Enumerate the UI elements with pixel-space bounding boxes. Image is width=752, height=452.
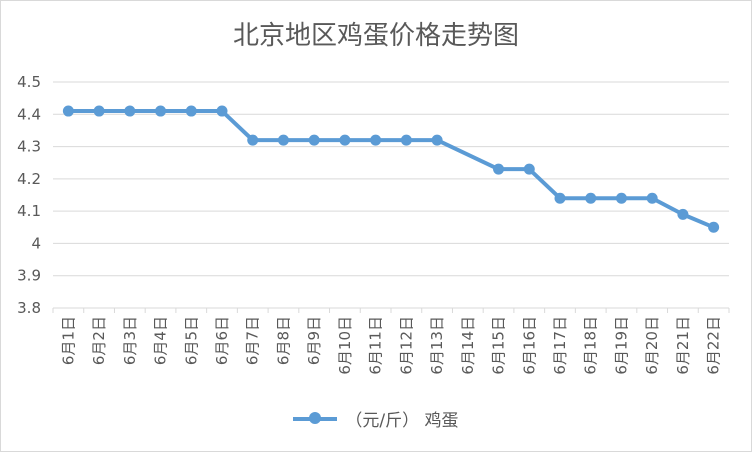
data-point	[431, 134, 443, 146]
data-point	[677, 208, 689, 220]
data-point	[93, 105, 105, 117]
x-tick-label: 6月10日	[336, 316, 354, 375]
y-tick-label: 3.9	[17, 267, 41, 285]
chart-title: 北京地区鸡蛋价格走势图	[232, 21, 519, 51]
x-tick-label: 6月1日	[59, 316, 77, 365]
x-tick-label: 6月7日	[244, 316, 262, 365]
x-tick-label: 6月2日	[90, 316, 108, 365]
x-tick-label: 6月14日	[459, 316, 477, 375]
data-point	[370, 134, 382, 146]
data-point	[523, 163, 535, 175]
x-tick-label: 6月15日	[490, 316, 508, 375]
data-point	[708, 221, 720, 233]
y-tick-label: 4.3	[17, 138, 41, 156]
legend-series-label: （元/斤） 鸡蛋	[345, 411, 459, 431]
data-point	[400, 134, 412, 146]
data-point	[615, 192, 627, 204]
y-tick-label: 4.4	[17, 105, 41, 123]
x-tick-label: 6月18日	[582, 316, 600, 375]
data-point	[585, 192, 597, 204]
x-tick-label: 6月6日	[213, 316, 231, 365]
data-point	[339, 134, 351, 146]
data-point	[554, 192, 566, 204]
series-line	[68, 109, 715, 230]
x-tick-label: 6月22日	[705, 316, 723, 375]
x-tick-label: 6月16日	[520, 316, 538, 375]
x-tick-label: 6月13日	[428, 316, 446, 375]
line-chart: 3.8 3.9 4 4.1 4.2 4.3 4.4 4.5 6月1日 6月2日 6月3日 6月4日 6月…	[17, 73, 730, 375]
x-tick-label: 6月8日	[274, 316, 292, 365]
y-tick-label: 4.5	[17, 73, 41, 91]
data-point	[493, 163, 505, 175]
y-tick-label: 3.8	[17, 299, 41, 317]
x-tick-label: 6月19日	[612, 316, 630, 375]
x-tick-label: 6月20日	[643, 316, 661, 375]
x-tick-label: 6月9日	[305, 316, 323, 365]
data-point	[277, 134, 289, 146]
legend-series-marker	[293, 411, 338, 424]
x-tick-label: 6月21日	[674, 316, 692, 375]
data-point	[247, 134, 259, 146]
x-tick-label: 6月5日	[182, 316, 200, 365]
data-point	[308, 134, 320, 146]
data-point	[216, 105, 228, 117]
data-point	[62, 105, 74, 117]
y-tick-label: 4.2	[17, 170, 41, 188]
y-tick-label: 4	[31, 234, 41, 252]
x-tick-label: 6月12日	[397, 316, 415, 375]
data-point	[124, 105, 136, 117]
data-point	[646, 192, 658, 204]
legend: （元/斤） 鸡蛋	[1, 406, 751, 431]
x-tick-label: 6月17日	[551, 316, 569, 375]
x-tick-label: 6月4日	[152, 316, 170, 365]
data-point	[185, 105, 197, 117]
x-tick-label: 6月3日	[121, 316, 139, 365]
x-tick-label: 6月11日	[367, 316, 385, 375]
y-tick-label: 4.1	[17, 202, 41, 220]
data-point	[155, 105, 167, 117]
